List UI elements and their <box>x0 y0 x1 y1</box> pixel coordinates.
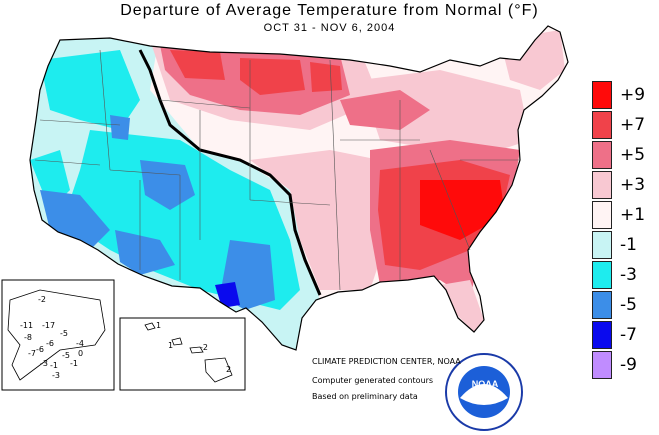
alaska-label: -5 <box>62 351 70 360</box>
credit-center: CLIMATE PREDICTION CENTER, NOAA <box>312 357 461 366</box>
legend-label: +9 <box>620 85 646 105</box>
legend-row: -7 <box>592 320 652 350</box>
legend: +9 +7 +5 +3 +1 -1 -3 -5 -7 -9 <box>592 80 652 380</box>
legend-row: +1 <box>592 200 652 230</box>
hawaii-label: -2 <box>200 343 208 352</box>
legend-label: -3 <box>620 265 637 285</box>
legend-label: -1 <box>620 235 637 255</box>
legend-swatch <box>592 231 612 259</box>
hawaii-contour-labels: 1 1 -2 2 <box>156 321 231 374</box>
alaska-label: -4 <box>76 339 84 348</box>
alaska-label: -1 <box>50 361 58 370</box>
alaska-label: -11 <box>20 321 33 330</box>
legend-row: -1 <box>592 230 652 260</box>
legend-swatch <box>592 201 612 229</box>
alaska-label: -2 <box>38 295 46 304</box>
alaska-label: -6 <box>36 345 44 354</box>
alaska-shape <box>7 289 106 381</box>
alaska-label: -3 <box>40 359 48 368</box>
hawaii-islands <box>144 322 233 383</box>
credit-contours: Computer generated contours <box>312 376 434 385</box>
legend-label: +1 <box>620 205 646 225</box>
alaska-label: 0 <box>78 349 83 358</box>
hawaii-label: 2 <box>226 365 231 374</box>
legend-swatch <box>592 351 612 379</box>
alaska-label: -1 <box>70 359 78 368</box>
us-outline <box>29 25 569 351</box>
map-title: Departure of Average Temperature from No… <box>120 2 539 19</box>
zero-contour <box>138 49 322 296</box>
legend-swatch <box>592 141 612 169</box>
alaska-label: -5 <box>60 329 68 338</box>
legend-label: -5 <box>620 295 637 315</box>
legend-swatch <box>592 261 612 289</box>
hawaii-label: 1 <box>168 341 173 350</box>
legend-swatch <box>592 111 612 139</box>
legend-label: -9 <box>620 355 637 375</box>
alaska-contour-labels: -2-11 -17-5-6-8-6-4-7-3 -1-5-3-10 <box>20 295 84 380</box>
legend-label: -7 <box>620 325 637 345</box>
alaska-label: -6 <box>46 339 54 348</box>
legend-row: +7 <box>592 110 652 140</box>
legend-row: +5 <box>592 140 652 170</box>
alaska-label: -8 <box>24 333 32 342</box>
legend-label: +5 <box>620 145 646 165</box>
legend-row: -5 <box>592 290 652 320</box>
alaska-label: -7 <box>28 349 36 358</box>
legend-row: -3 <box>592 260 652 290</box>
legend-label: +7 <box>620 115 646 135</box>
legend-swatch <box>592 81 612 109</box>
legend-label: +3 <box>620 175 646 195</box>
legend-swatch <box>592 171 612 199</box>
hawaii-inset <box>119 317 246 391</box>
alaska-label: -3 <box>52 371 60 380</box>
legend-swatch <box>592 291 612 319</box>
legend-row: -9 <box>592 350 652 380</box>
noaa-logo <box>445 353 523 431</box>
hawaii-label: 1 <box>156 321 161 330</box>
noaa-logo-text: NOAA <box>471 379 499 389</box>
credit-preliminary: Based on preliminary data <box>312 392 418 401</box>
legend-row: +9 <box>592 80 652 110</box>
legend-row: +3 <box>592 170 652 200</box>
legend-swatch <box>592 321 612 349</box>
state-borders <box>34 49 520 291</box>
date-range: OCT 31 - NOV 6, 2004 <box>263 22 396 34</box>
alaska-label: -17 <box>42 321 55 330</box>
